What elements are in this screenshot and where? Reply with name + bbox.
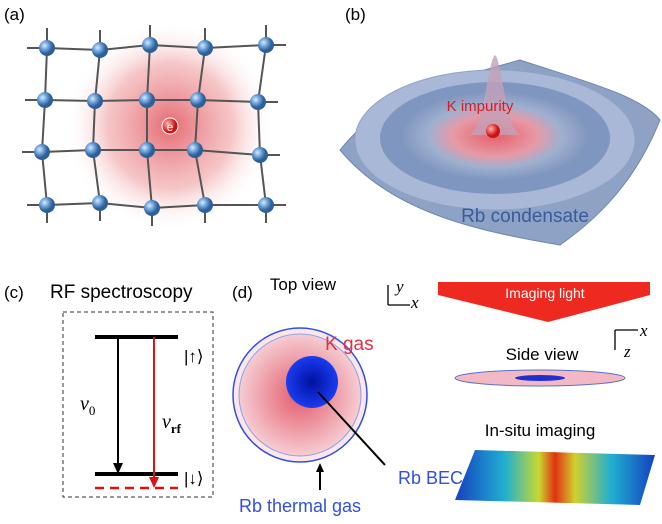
panel-label: (d): [232, 283, 253, 302]
bond: [99, 44, 151, 51]
lattice-site: [87, 93, 103, 109]
impurity: [486, 124, 500, 138]
image: [455, 450, 655, 505]
panel-title: RF spectroscopy: [50, 282, 193, 303]
panel-label: (b): [345, 5, 366, 24]
box: [62, 311, 214, 498]
nu0: ν0: [80, 393, 95, 418]
lattice-site: [139, 92, 155, 108]
impurity-label: K impurity: [447, 98, 514, 115]
lattice-site: [250, 94, 266, 110]
arrowhead: [113, 463, 123, 474]
symbol: ν: [162, 411, 171, 433]
side-bec: [515, 375, 565, 381]
bond: [197, 47, 206, 101]
lattice-site: [252, 147, 268, 163]
lattice-site: [37, 92, 53, 108]
lattice-site: [92, 42, 108, 58]
bond: [259, 154, 267, 206]
bond: [94, 99, 148, 102]
bond: [94, 49, 101, 102]
subscript: 0: [89, 403, 96, 418]
lattice-site: [34, 144, 50, 160]
lattice-site: [187, 142, 203, 158]
lattice-site: [85, 142, 101, 158]
bond: [92, 100, 96, 151]
axis-label: x: [639, 321, 648, 340]
bond: [146, 44, 151, 101]
bond: [257, 101, 261, 156]
axis-label: y: [394, 277, 404, 296]
axes: [614, 329, 638, 350]
lattice-site: [142, 37, 158, 53]
bond: [99, 202, 153, 209]
nurf: νrf: [162, 411, 182, 436]
bond: [257, 44, 267, 103]
state-down: |↓⟩: [184, 469, 204, 488]
bond: [41, 149, 94, 153]
bec-label: Rb BEC: [398, 468, 463, 488]
bond: [44, 47, 48, 101]
imaging-arrow: [438, 282, 650, 322]
arrowhead: [316, 463, 324, 472]
lattice-site: [39, 40, 55, 56]
panel-label: (c): [4, 283, 24, 302]
peak: [470, 55, 520, 135]
lattice-site: [197, 40, 213, 56]
condensate-label: Rb condensate: [461, 206, 589, 227]
bond: [44, 99, 96, 102]
bond: [146, 149, 153, 209]
symbol: ν: [80, 393, 89, 415]
electron: [161, 117, 179, 135]
bond: [92, 149, 101, 204]
bond: [194, 149, 206, 206]
in-situ: In-situ imaging: [485, 421, 596, 440]
subscript: rf: [171, 421, 182, 436]
bond: [46, 202, 101, 206]
lattice-site: [190, 92, 206, 108]
bond: [204, 44, 267, 49]
imaging-label: Imaging light: [505, 285, 584, 301]
bec: [286, 356, 338, 408]
panel-label: (a): [4, 5, 25, 24]
bond: [149, 44, 206, 49]
lattice-site: [258, 197, 274, 213]
axes: [387, 285, 410, 306]
lattice-site: [139, 142, 155, 158]
state-up: |↑⟩: [184, 347, 204, 366]
bond: [194, 149, 261, 156]
k-gas-label: K gas: [325, 334, 374, 355]
side-view: Side view: [506, 345, 579, 364]
lattice-site: [92, 195, 108, 211]
axis-label: z: [623, 342, 631, 361]
lattice: [22, 25, 286, 226]
arrowhead: [149, 477, 159, 488]
lattice-site: [39, 197, 55, 213]
lattice-site: [144, 200, 160, 216]
bond: [197, 99, 259, 103]
thermal-label: Rb thermal gas: [239, 496, 361, 516]
pointer: [317, 391, 386, 466]
bond: [151, 204, 206, 209]
axis-label: x: [410, 293, 419, 312]
bond: [41, 151, 48, 206]
bond: [41, 99, 46, 153]
electron-label: e: [167, 120, 174, 134]
top-view: Top view: [270, 275, 337, 294]
bond: [194, 99, 199, 151]
lattice-site: [197, 197, 213, 213]
bond: [46, 47, 101, 51]
lattice-site: [258, 37, 274, 53]
